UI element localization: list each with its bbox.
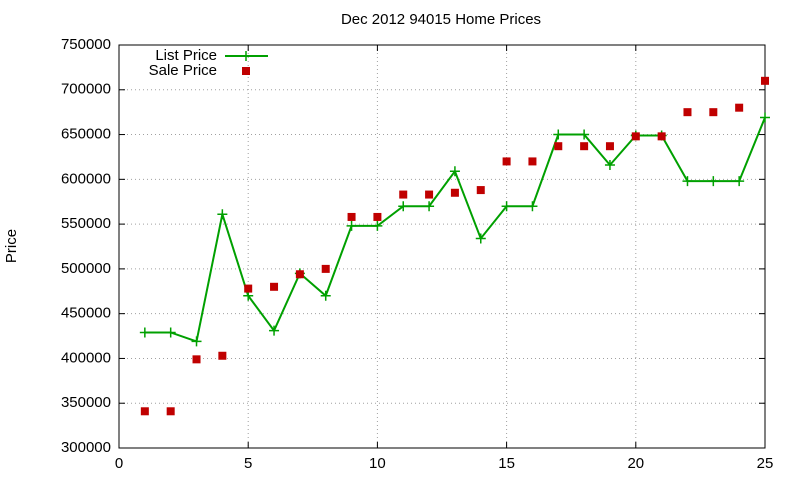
point — [166, 407, 175, 416]
point — [501, 201, 512, 212]
point — [449, 166, 460, 177]
x-tick-label: 10 — [369, 455, 386, 472]
point — [682, 176, 693, 187]
point — [475, 233, 486, 244]
point — [244, 284, 253, 293]
point — [140, 407, 149, 416]
legend-label: Sale Price — [149, 62, 217, 79]
point — [476, 186, 485, 195]
point — [346, 220, 357, 231]
legend-label: List Price — [155, 47, 217, 64]
point — [373, 212, 382, 221]
point — [269, 325, 280, 336]
point — [424, 201, 435, 212]
point — [165, 327, 176, 338]
point — [192, 355, 201, 364]
point — [191, 336, 202, 347]
point — [502, 157, 511, 166]
y-tick-label: 550000 — [61, 215, 111, 232]
point — [604, 160, 615, 171]
point — [631, 132, 640, 141]
y-tick-label: 600000 — [61, 170, 111, 187]
y-tick-label: 350000 — [61, 394, 111, 411]
y-tick-label: 750000 — [61, 36, 111, 53]
chart-title: Dec 2012 94015 Home Prices — [341, 11, 541, 28]
point — [270, 282, 279, 291]
y-tick-label: 300000 — [61, 439, 111, 456]
point — [554, 142, 563, 151]
point — [605, 142, 614, 151]
point — [398, 201, 409, 212]
series-line — [144, 117, 766, 343]
point — [734, 176, 745, 187]
point — [295, 270, 304, 279]
y-tick-label: 650000 — [61, 126, 111, 143]
x-tick-label: 5 — [244, 455, 252, 472]
point — [657, 132, 666, 141]
x-tick-label: 25 — [757, 455, 774, 472]
point — [760, 112, 770, 123]
x-tick-label: 15 — [498, 455, 515, 472]
point — [579, 129, 590, 140]
point — [735, 103, 744, 112]
point — [450, 188, 459, 197]
point — [399, 190, 408, 199]
point — [321, 264, 330, 273]
point — [218, 351, 227, 360]
point — [347, 212, 356, 221]
point — [528, 157, 537, 166]
y-tick-label: 700000 — [61, 81, 111, 98]
y-tick-label: 500000 — [61, 260, 111, 277]
y-tick-label: 450000 — [61, 305, 111, 322]
point — [139, 327, 150, 338]
legend-swatch — [242, 67, 250, 75]
point — [320, 290, 331, 301]
x-tick-label: 20 — [627, 455, 644, 472]
point — [553, 129, 564, 140]
point — [709, 108, 718, 117]
x-tick-label: 0 — [115, 455, 123, 472]
point — [372, 220, 383, 231]
y-axis-label: Price — [3, 229, 20, 263]
point — [425, 190, 434, 199]
point — [580, 142, 589, 151]
y-tick-label: 400000 — [61, 349, 111, 366]
point — [217, 209, 228, 220]
plot-border — [118, 44, 766, 449]
legend-swatch — [241, 51, 251, 61]
point — [761, 76, 769, 85]
point — [708, 176, 719, 187]
point — [683, 108, 692, 117]
point — [527, 201, 538, 212]
